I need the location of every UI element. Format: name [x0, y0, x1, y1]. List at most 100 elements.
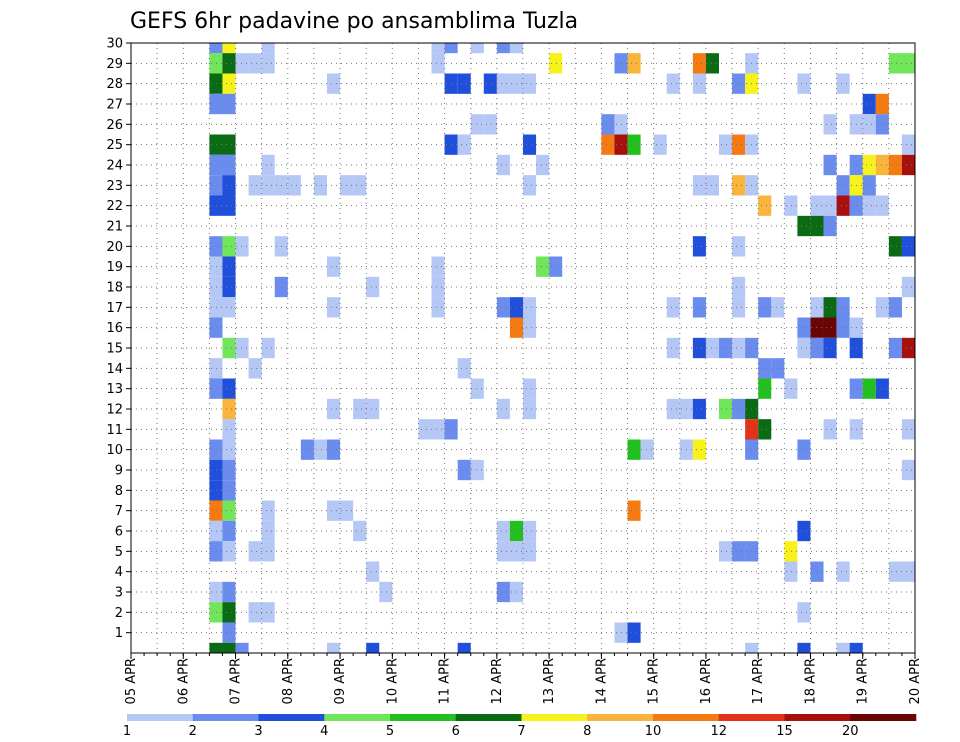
precip-cell [784, 195, 798, 216]
precip-cell [222, 43, 236, 54]
precip-cell [888, 236, 902, 257]
precip-cell [732, 337, 746, 359]
precip-cell [836, 317, 850, 338]
y-tick-label: 25 [106, 138, 123, 153]
precip-cell [692, 236, 706, 257]
y-tick-label: 29 [106, 57, 123, 72]
y-tick-label: 7 [115, 504, 123, 519]
precip-cell [836, 195, 850, 216]
x-tick-label: 19 APR [856, 658, 871, 704]
precip-cell [758, 358, 772, 379]
x-tick-label: 17 APR [751, 658, 766, 704]
precip-cell [209, 642, 223, 653]
precip-cell [862, 114, 876, 135]
precip-cell [483, 73, 497, 94]
precip-cell [523, 520, 537, 542]
precip-cell [379, 581, 393, 603]
precip-cell [209, 195, 223, 216]
precip-cell [209, 73, 223, 94]
y-tick-label: 4 [115, 565, 123, 580]
precip-cell [431, 297, 445, 318]
precip-cell [261, 53, 275, 74]
precip-cell [431, 276, 445, 298]
precip-cell [209, 276, 223, 298]
x-tick-label: 16 APR [699, 658, 714, 704]
legend-swatch [784, 714, 851, 721]
precip-cell [496, 297, 510, 318]
precip-cell [732, 276, 746, 298]
precip-cell [523, 175, 537, 196]
precip-cell [901, 459, 915, 481]
y-tick-label: 17 [106, 301, 123, 316]
precip-cell [758, 195, 772, 216]
precip-cell [366, 276, 380, 298]
legend-label: 12 [710, 724, 727, 739]
precip-cell [235, 236, 249, 257]
precip-cell [536, 256, 550, 277]
precip-cell [627, 500, 641, 521]
precip-cell [732, 398, 746, 420]
precip-cell [261, 520, 275, 542]
precip-cell [705, 175, 719, 196]
precip-cell [875, 297, 889, 318]
precip-cell [327, 297, 341, 318]
precip-cell [536, 154, 550, 176]
precip-cell [640, 439, 654, 460]
y-tick-label: 3 [115, 586, 123, 601]
precip-cell [509, 43, 523, 54]
precip-cell [692, 337, 706, 359]
legend-swatch [455, 714, 522, 721]
precip-cell [745, 642, 759, 653]
precip-cell [457, 134, 471, 155]
precip-cell [901, 419, 915, 440]
precip-cell [496, 581, 510, 603]
precip-cell [327, 398, 341, 420]
precip-cell [771, 358, 785, 379]
precip-cell [875, 154, 889, 176]
precip-cell [797, 317, 811, 338]
precip-cell [327, 500, 341, 521]
precip-cell [483, 114, 497, 135]
precip-cell [209, 93, 223, 115]
precip-cell [209, 317, 223, 338]
precip-cell [222, 398, 236, 420]
precip-cell [222, 337, 236, 359]
precip-cell [888, 561, 902, 582]
precip-cell [523, 297, 537, 318]
precip-cell [797, 215, 811, 237]
precip-cell [222, 53, 236, 74]
precip-cell [836, 297, 850, 318]
y-tick-label: 15 [106, 342, 123, 357]
precip-cell [784, 541, 798, 562]
precip-cell [732, 175, 746, 196]
legend-label: 8 [583, 724, 591, 739]
x-tick-label: 09 APR [333, 658, 348, 704]
precip-cell [705, 337, 719, 359]
precip-cell [523, 541, 537, 562]
precip-cell [261, 175, 275, 196]
precip-cell [496, 43, 510, 54]
precip-cell [719, 398, 733, 420]
precip-cell [235, 337, 249, 359]
precip-cell [732, 134, 746, 155]
y-tick-label: 30 [106, 37, 123, 52]
precip-cell [758, 378, 772, 399]
precip-cell [627, 53, 641, 74]
precip-cell [222, 297, 236, 318]
precip-cell [836, 175, 850, 196]
precip-cell [901, 236, 915, 257]
precip-cell [810, 317, 824, 338]
precip-cell [666, 73, 680, 94]
precip-cell [248, 358, 262, 379]
precip-cell [810, 337, 824, 359]
precip-cell [222, 175, 236, 196]
x-tick-label: 14 APR [594, 658, 609, 704]
precip-cell [862, 195, 876, 216]
x-tick-label: 13 APR [542, 658, 557, 704]
precip-cell [300, 439, 314, 460]
precip-cell [261, 541, 275, 562]
precip-cell [327, 642, 341, 653]
precip-cell [523, 134, 537, 155]
precip-cell [784, 378, 798, 399]
y-tick-label: 16 [106, 321, 123, 336]
